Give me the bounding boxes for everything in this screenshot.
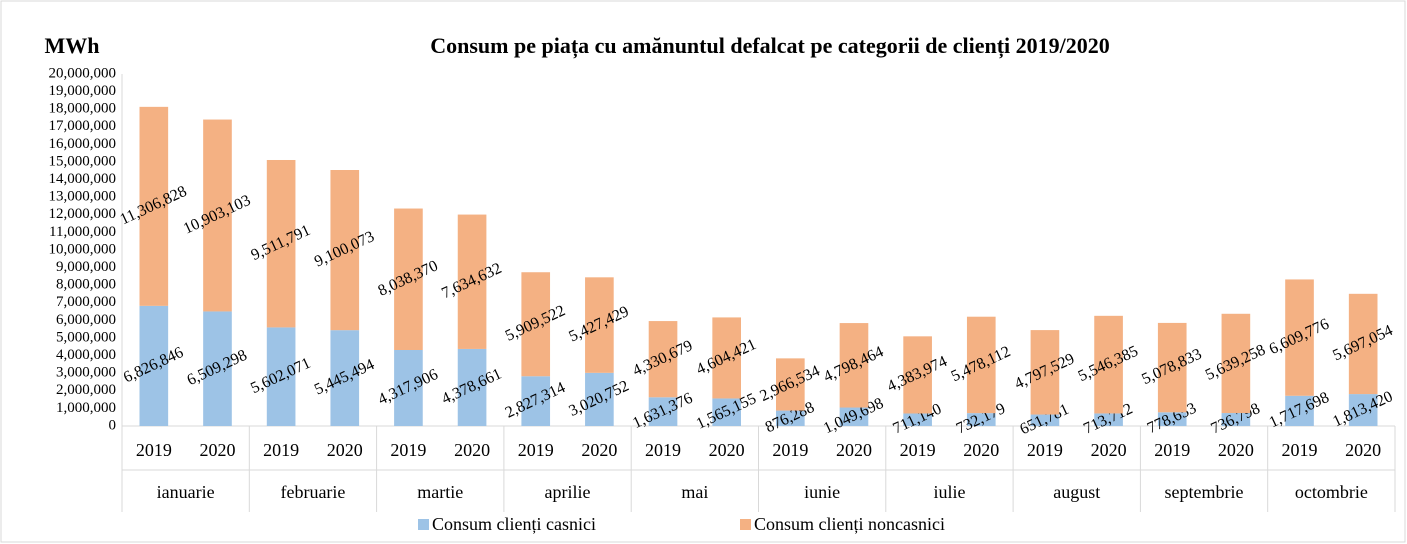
y-tick-label: 5,000,000 (56, 329, 116, 345)
x-tick-label: 2020 (709, 440, 745, 460)
x-tick-label: 2020 (581, 440, 617, 460)
bar-segment (266, 327, 296, 426)
group-label: ianuarie (157, 482, 215, 502)
x-tick-label: 2020 (199, 440, 235, 460)
bar-segment (839, 407, 869, 426)
bar-segment (839, 323, 869, 408)
x-tick-label: 2019 (772, 440, 808, 460)
bar-segment (648, 397, 678, 426)
y-tick-label: 20,000,000 (49, 65, 117, 81)
bar-segment (457, 214, 487, 349)
bar-segment (903, 413, 932, 426)
bar-segment (585, 372, 614, 426)
group-label: mai (681, 482, 708, 502)
y-tick-label: 15,000,000 (49, 153, 117, 169)
x-tick-label: 2019 (900, 440, 936, 460)
group-label: septembrie (1165, 482, 1244, 502)
bar-segment (394, 208, 423, 351)
y-tick-label: 1,000,000 (56, 400, 116, 416)
y-tick-label: 11,000,000 (49, 224, 116, 240)
y-tick-label: 16,000,000 (49, 136, 117, 152)
group-label: martie (417, 482, 463, 502)
legend-swatch (740, 519, 751, 530)
chart-title: Consum pe piața cu amănuntul defalcat pe… (430, 33, 1110, 59)
group-label: august (1053, 482, 1100, 502)
bar-segment (1157, 322, 1187, 413)
x-tick-label: 2019 (645, 440, 681, 460)
bar-segment (712, 398, 741, 426)
group-label: iulie (933, 482, 965, 502)
legend-swatch (418, 519, 429, 530)
x-tick-label: 2020 (836, 440, 872, 460)
legend-label: Consum clienți noncasnici (754, 514, 945, 534)
bar-segment (1030, 330, 1060, 415)
x-tick-label: 2020 (1345, 440, 1381, 460)
x-tick-label: 2019 (518, 440, 554, 460)
bar-segment (1285, 395, 1314, 426)
y-tick-label: 13,000,000 (49, 189, 117, 205)
x-tick-label: 2019 (390, 440, 426, 460)
bar-segment (1094, 413, 1123, 426)
group-label: februarie (280, 482, 345, 502)
y-tick-label: 12,000,000 (49, 206, 117, 222)
y-tick-label: 0 (109, 417, 117, 433)
x-tick-label: 2020 (1218, 440, 1254, 460)
bar-segment (1030, 414, 1060, 426)
bar-segment (585, 277, 614, 373)
y-tick-label: 4,000,000 (56, 347, 116, 363)
group-label: octombrie (1295, 482, 1368, 502)
bar-segment (1157, 412, 1187, 426)
bar-segment (457, 348, 487, 426)
bar-segment (1348, 293, 1378, 395)
y-tick-label: 7,000,000 (56, 294, 116, 310)
bar-segment (203, 119, 232, 312)
x-tick-label: 2020 (327, 440, 363, 460)
bar-segment (776, 410, 805, 426)
y-tick-label: 8,000,000 (56, 277, 116, 293)
bar-segment (966, 316, 996, 414)
bar-segment (521, 272, 551, 377)
bar-segment (712, 317, 741, 399)
x-tick-label: 2020 (1091, 440, 1127, 460)
y-tick-label: 6,000,000 (56, 312, 116, 328)
group-label: iunie (804, 482, 840, 502)
bar-segment (1221, 313, 1251, 414)
x-tick-label: 2019 (136, 440, 172, 460)
y-axis-label: MWh (45, 33, 100, 58)
bar-segment (266, 159, 296, 328)
bar-segment (203, 311, 232, 426)
bar-segment (521, 376, 551, 426)
bar-segment (1348, 394, 1378, 426)
bar-segment (903, 336, 932, 414)
y-tick-label: 2,000,000 (56, 382, 116, 398)
y-tick-label: 10,000,000 (49, 241, 117, 257)
y-tick-label: 14,000,000 (49, 171, 117, 187)
x-tick-label: 2019 (1154, 440, 1190, 460)
y-tick-label: 9,000,000 (56, 259, 116, 275)
bar-segment (139, 106, 169, 306)
x-tick-label: 2019 (1282, 440, 1318, 460)
bar-segment (966, 413, 996, 426)
x-tick-label: 2020 (454, 440, 490, 460)
group-label: aprilie (545, 482, 591, 502)
bar-segment (330, 169, 360, 331)
bar-segment (1285, 279, 1314, 396)
x-tick-label: 2019 (1027, 440, 1063, 460)
y-tick-label: 3,000,000 (56, 365, 116, 381)
y-tick-label: 18,000,000 (49, 101, 117, 117)
bar-segment (330, 330, 360, 426)
bar-segment (776, 358, 805, 411)
bar-segment (1094, 315, 1123, 414)
x-tick-label: 2019 (263, 440, 299, 460)
legend-label: Consum clienți casnici (432, 514, 596, 534)
bar-segment (394, 350, 423, 426)
bar-segment (648, 321, 678, 398)
y-tick-label: 17,000,000 (49, 118, 117, 134)
bar-segment (139, 305, 169, 426)
x-tick-label: 2020 (963, 440, 999, 460)
bar-segment (1221, 413, 1251, 426)
y-tick-label: 19,000,000 (49, 83, 117, 99)
